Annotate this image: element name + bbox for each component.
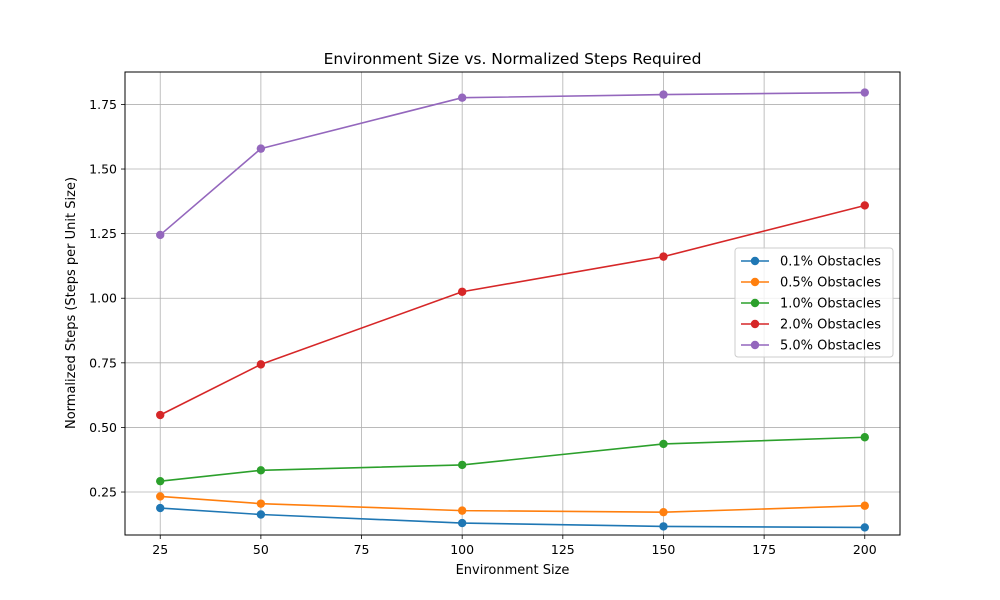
data-point xyxy=(256,466,266,475)
data-point xyxy=(256,144,266,153)
x-tick-label: 100 xyxy=(450,542,474,557)
data-point xyxy=(860,201,869,210)
x-tick-label: 200 xyxy=(853,542,877,557)
y-tick-label: 0.75 xyxy=(89,355,117,370)
data-point xyxy=(156,230,165,240)
legend-entry: 0.5% Obstacles xyxy=(741,276,881,291)
y-tick-label: 1.75 xyxy=(89,97,117,112)
legend-entry: 2.0% Obstacles xyxy=(741,318,881,333)
series-3 xyxy=(156,433,869,486)
data-point xyxy=(860,433,869,442)
y-tick-label: 1.00 xyxy=(89,291,117,306)
data-point xyxy=(156,492,165,501)
y-axis-label: Normalized Steps (Steps per Unit Size) xyxy=(64,177,79,429)
series-line xyxy=(160,495,865,513)
x-axis-ticks: 25 50 75 100 125 150 175 200 xyxy=(152,535,877,557)
legend-box xyxy=(734,247,894,358)
y-tick-label: 0.50 xyxy=(89,420,117,435)
data-point xyxy=(860,501,869,510)
data-point xyxy=(457,460,467,470)
legend-label: 2.0% Obstacles xyxy=(780,318,881,333)
x-tick-label: 175 xyxy=(752,542,776,557)
data-point xyxy=(256,510,266,519)
x-axis-label: Environment Size xyxy=(456,563,570,578)
legend-label: 5.0% Obstacles xyxy=(780,339,881,354)
legend-entry: 0.1% Obstacles xyxy=(741,255,881,270)
x-tick-label: 125 xyxy=(551,542,575,557)
y-axis-ticks: 0.25 0.50 0.75 1.00 1.25 1.50 1.75 xyxy=(89,97,125,500)
data-point xyxy=(659,90,668,99)
y-tick-label: 1.50 xyxy=(89,162,117,177)
series-lines xyxy=(156,88,869,532)
data-point xyxy=(457,518,467,528)
y-tick-label: 0.25 xyxy=(89,485,117,500)
legend: 0.1% Obstacles 0.5% Obstacles 1.0% Obstacl… xyxy=(734,247,894,358)
series-line xyxy=(159,91,865,236)
legend-label: 0.1% Obstacles xyxy=(780,255,881,270)
data-point xyxy=(457,93,467,102)
data-point xyxy=(156,410,165,420)
legend-entry: 1.0% Obstacles xyxy=(741,297,881,312)
legend-marker xyxy=(750,319,760,329)
chart-title: Environment Size vs. Normalized Steps Re… xyxy=(324,50,702,68)
data-point xyxy=(860,523,869,532)
data-point xyxy=(659,522,668,531)
series-line xyxy=(160,436,865,482)
legend-marker xyxy=(750,298,760,308)
legend-marker xyxy=(750,256,760,266)
legend-marker xyxy=(750,340,760,350)
legend-label: 1.0% Obstacles xyxy=(780,297,881,312)
series-4 xyxy=(156,201,869,420)
x-tick-label: 25 xyxy=(152,542,168,557)
legend-marker xyxy=(750,277,760,287)
legend-label: 0.5% Obstacles xyxy=(780,276,881,291)
data-point xyxy=(457,287,467,296)
data-point xyxy=(457,506,467,515)
series-2 xyxy=(156,492,869,517)
data-point xyxy=(659,252,668,261)
legend-entry: 5.0% Obstacles xyxy=(741,339,881,354)
x-tick-label: 75 xyxy=(354,542,370,557)
y-tick-label: 1.25 xyxy=(89,226,117,241)
x-tick-label: 50 xyxy=(253,542,269,557)
data-point xyxy=(256,360,266,369)
series-1 xyxy=(156,503,869,532)
series-5 xyxy=(156,88,869,240)
data-point xyxy=(156,503,165,513)
data-point xyxy=(659,507,668,517)
data-point xyxy=(256,499,266,508)
grid-lines xyxy=(125,72,900,535)
data-point xyxy=(860,88,869,97)
data-point xyxy=(156,476,165,486)
plot-area-frame xyxy=(124,71,901,536)
data-point xyxy=(659,439,668,449)
x-tick-label: 150 xyxy=(652,542,676,557)
